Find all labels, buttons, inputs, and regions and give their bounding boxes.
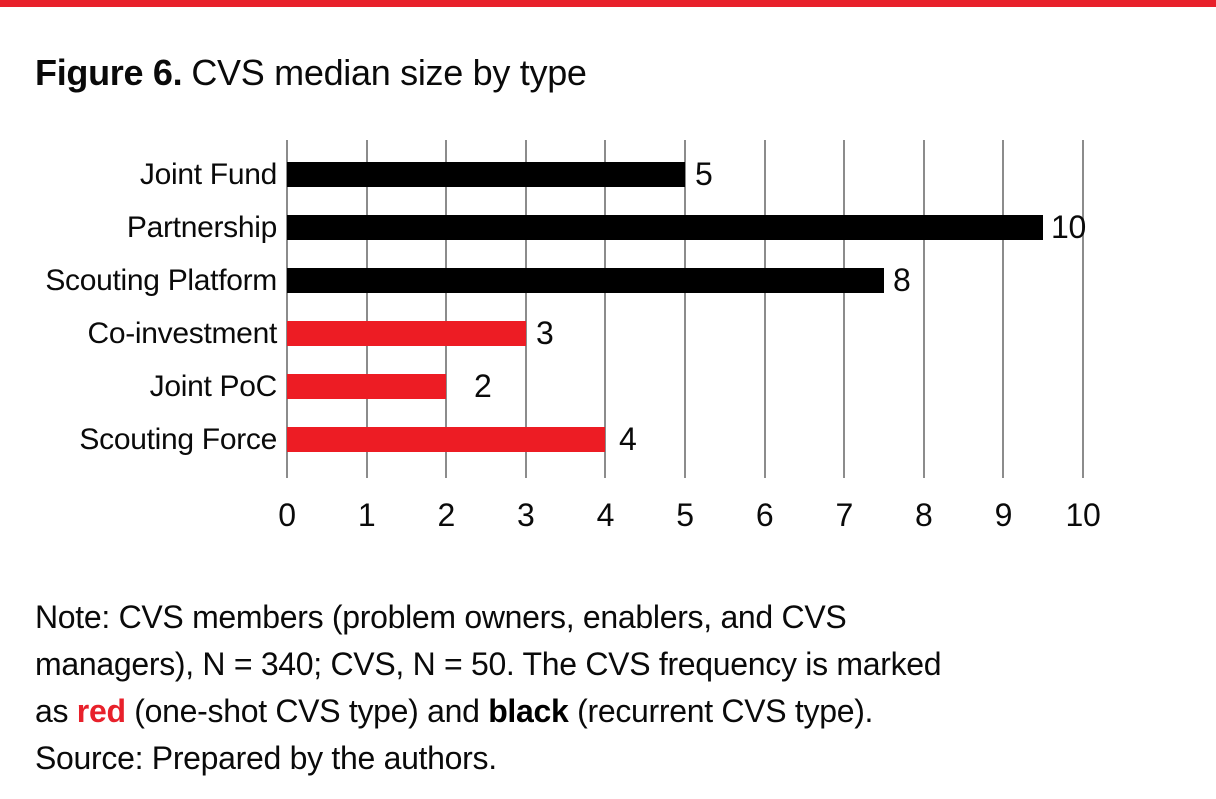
x-axis-tick-5: 5	[676, 497, 694, 533]
gridline-x-1	[365, 140, 368, 478]
note-text-segment: as	[35, 693, 77, 729]
gridline-x-10	[1082, 140, 1084, 478]
bar-co-investment	[287, 321, 526, 346]
note-line-4: Source: Prepared by the authors.	[35, 735, 941, 782]
x-axis-tick-6: 6	[755, 497, 774, 533]
gridline-x-9	[1002, 140, 1005, 478]
note-red-keyword: red	[76, 693, 126, 729]
category-label-scouting-platform: Scouting Platform	[45, 264, 277, 297]
gridline-x-4	[604, 140, 607, 478]
bar-scouting-force	[287, 427, 605, 452]
bar-value-label-joint-fund: 5	[695, 156, 713, 192]
bar-value-label-co-investment: 3	[536, 315, 554, 351]
bar-value-label-scouting-force: 4	[619, 421, 637, 457]
bar-joint-poc	[287, 374, 446, 399]
gridline-x-0	[286, 140, 288, 478]
gridline-x-8	[922, 140, 925, 478]
gridline-x-7	[843, 140, 846, 478]
gridline-x-2	[445, 140, 448, 478]
x-axis-tick-7: 7	[835, 497, 853, 533]
x-axis-tick-2: 2	[437, 497, 455, 533]
figure-note: Note: CVS members (problem owners, enabl…	[35, 594, 942, 782]
note-black-keyword: black	[488, 693, 569, 729]
x-axis-tick-0: 0	[278, 497, 296, 533]
figure-title-text: CVS median size by type	[191, 52, 587, 93]
bar-scouting-platform	[287, 268, 884, 293]
bar-joint-fund	[287, 162, 685, 187]
bar-value-label-partnership: 10	[1051, 209, 1086, 245]
x-axis-tick-4: 4	[596, 497, 615, 533]
category-label-joint-fund: Joint Fund	[139, 158, 277, 191]
figure-number-label: Figure 6.	[35, 52, 183, 93]
note-text-segment: (one-shot CVS type) and	[125, 693, 489, 729]
bar-value-label-scouting-platform: 8	[893, 262, 911, 298]
figure-title: Figure 6. CVS median size by type	[35, 52, 587, 94]
note-line-3: as red (one-shot CVS type) and black (re…	[35, 688, 941, 735]
note-text-segment: Note: CVS members (problem owners, enabl…	[35, 599, 847, 635]
bar-value-label-joint-poc: 2	[474, 368, 492, 404]
x-axis-tick-3: 3	[517, 497, 535, 533]
note-text-segment: managers), N = 340; CVS, N = 50. The CVS…	[35, 646, 942, 682]
category-label-joint-poc: Joint PoC	[149, 370, 278, 403]
note-line-2: managers), N = 340; CVS, N = 50. The CVS…	[35, 641, 942, 688]
category-label-co-investment: Co-investment	[87, 317, 277, 350]
x-axis-tick-1: 1	[357, 497, 376, 533]
x-axis-tick-9: 9	[994, 497, 1013, 533]
gridline-x-6	[763, 140, 766, 478]
category-label-partnership: Partnership	[126, 211, 277, 244]
bar-chart-plot-area	[286, 140, 1085, 478]
note-text-segment: Source: Prepared by the authors.	[35, 740, 497, 776]
note-line-1: Note: CVS members (problem owners, enabl…	[35, 594, 941, 641]
note-text-segment: (recurrent CVS type).	[568, 693, 874, 729]
bar-partnership	[287, 215, 1043, 240]
gridline-x-5	[684, 140, 686, 478]
x-axis-tick-10: 10	[1065, 497, 1101, 533]
x-axis-tick-8: 8	[915, 497, 933, 533]
top-accent-bar	[0, 0, 1216, 7]
gridline-x-3	[524, 140, 527, 478]
category-label-scouting-force: Scouting Force	[79, 423, 277, 456]
